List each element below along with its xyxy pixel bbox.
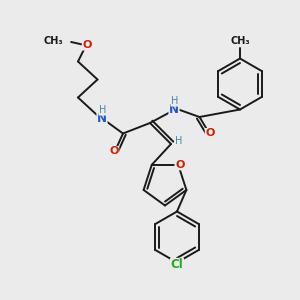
Text: CH₃: CH₃ [230,36,250,46]
Text: H: H [175,136,182,146]
Text: H: H [99,105,106,115]
Text: O: O [109,146,119,157]
Text: N: N [97,112,107,125]
Text: O: O [82,40,92,50]
Text: O: O [175,160,184,170]
Text: Cl: Cl [171,258,183,272]
Text: O: O [205,128,215,139]
Text: N: N [169,103,179,116]
Text: H: H [171,96,178,106]
Text: CH₃: CH₃ [44,35,63,46]
